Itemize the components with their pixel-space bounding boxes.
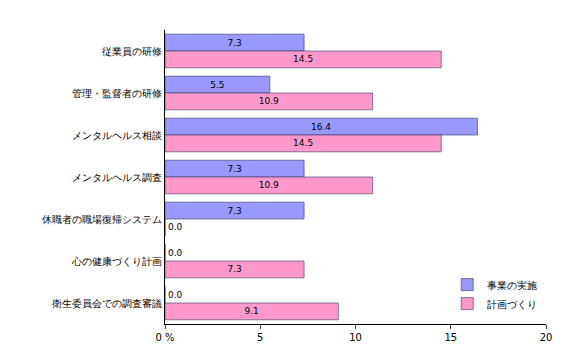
svg-text:5.5: 5.5	[210, 80, 224, 90]
svg-text:10: 10	[349, 332, 362, 343]
svg-text:0.0: 0.0	[168, 290, 183, 300]
svg-text:メンタルヘルス調査: メンタルヘルス調査	[72, 172, 162, 183]
svg-text:メンタルヘルス相談: メンタルヘルス相談	[72, 130, 162, 141]
svg-text:0.0: 0.0	[168, 248, 183, 258]
svg-text:管理・監督者の研修: 管理・監督者の研修	[72, 88, 162, 99]
svg-text:9.1: 9.1	[245, 306, 259, 316]
svg-text:7.3: 7.3	[227, 206, 241, 216]
svg-text:休職者の職場復帰システム: 休職者の職場復帰システム	[42, 214, 162, 225]
svg-text:10.9: 10.9	[259, 180, 279, 190]
svg-text:14.5: 14.5	[293, 54, 313, 64]
svg-text:14.5: 14.5	[293, 138, 313, 148]
svg-text:心の健康づくり計画: 心の健康づくり計画	[71, 256, 162, 267]
svg-text:15: 15	[444, 332, 457, 343]
svg-text:従業員の研修: 従業員の研修	[102, 46, 162, 57]
svg-text:0.0: 0.0	[168, 222, 183, 232]
svg-text:事業の実施: 事業の実施	[487, 280, 537, 291]
svg-text:20: 20	[540, 332, 553, 343]
svg-text:10.9: 10.9	[259, 96, 279, 106]
svg-text:衛生委員会での調査審議: 衛生委員会での調査審議	[52, 298, 162, 309]
svg-text:7.3: 7.3	[227, 264, 241, 274]
svg-text:5: 5	[257, 332, 263, 343]
svg-text:16.4: 16.4	[311, 122, 331, 132]
svg-text:7.3: 7.3	[227, 38, 241, 48]
svg-text:計画づくり: 計画づくり	[487, 299, 537, 310]
svg-text:0 %: 0 %	[155, 332, 174, 343]
svg-text:7.3: 7.3	[227, 164, 241, 174]
